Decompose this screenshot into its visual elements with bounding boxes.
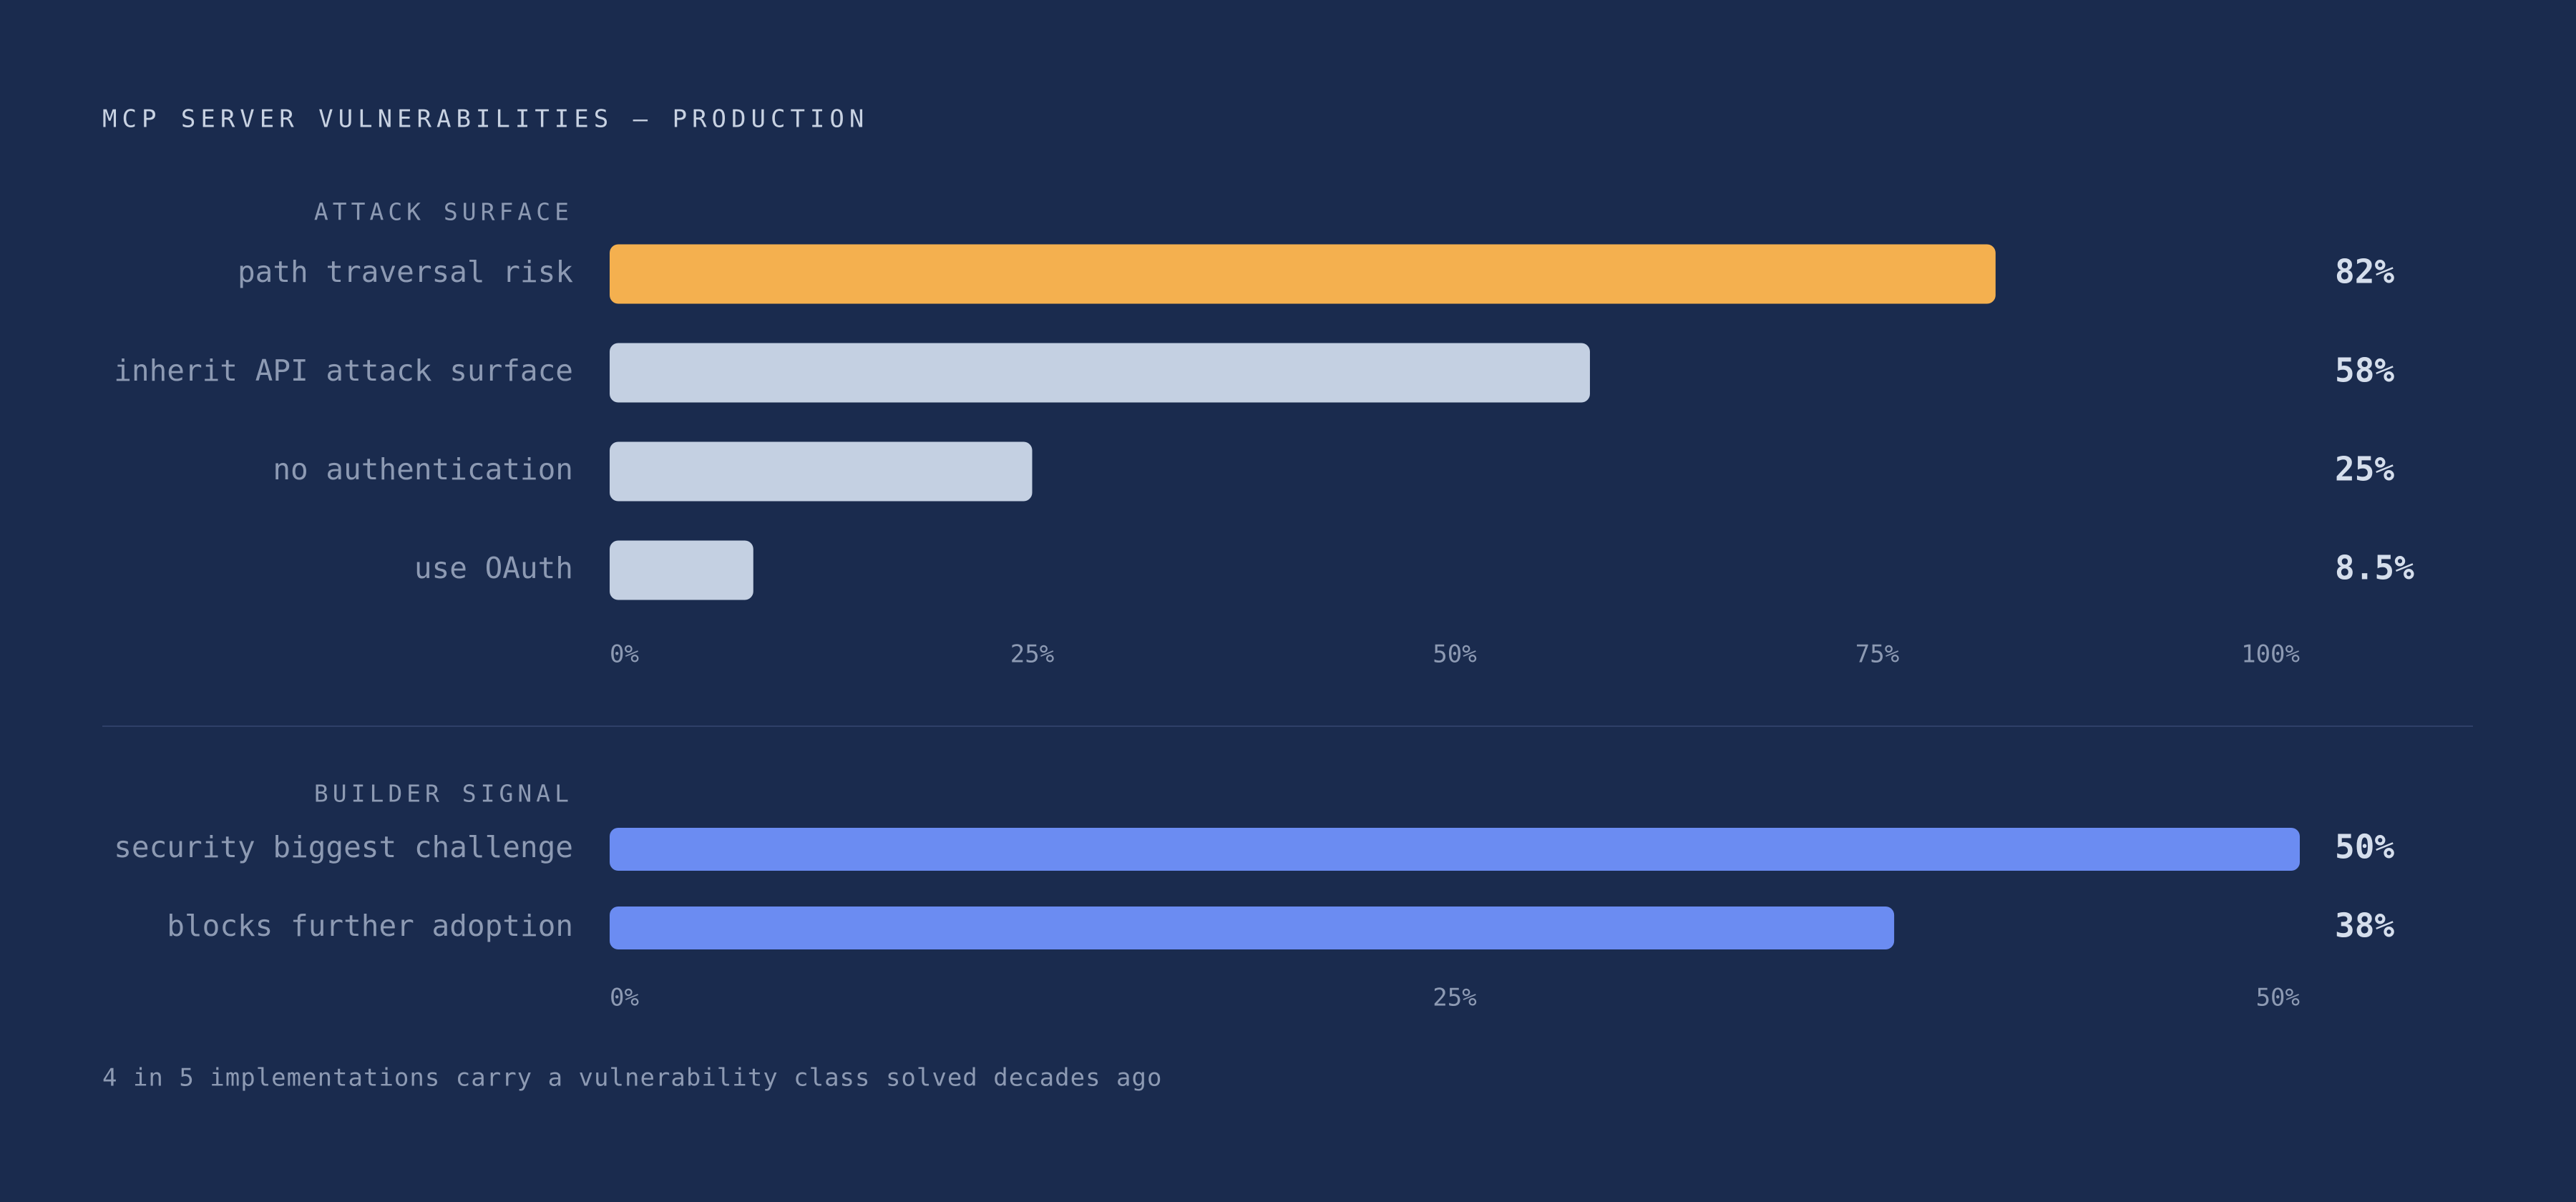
footnote: 4 in 5 implementations carry a vulnerabi… — [102, 1064, 1162, 1093]
bar — [610, 244, 1996, 304]
x-tick-label: 75% — [1855, 640, 1899, 669]
value-label: 38% — [2335, 907, 2394, 945]
category-label: security biggest challenge — [114, 830, 573, 864]
category-label: blocks further adoption — [167, 909, 573, 943]
x-tick-label: 0% — [610, 984, 639, 1012]
value-label: 82% — [2335, 253, 2394, 291]
category-label: use OAuth — [414, 551, 573, 585]
x-tick-label: 50% — [2256, 984, 2300, 1012]
category-label: no authentication — [273, 452, 573, 487]
value-label: 58% — [2335, 351, 2394, 390]
category-label: inherit API attack surface — [114, 353, 573, 388]
x-tick-label: 25% — [1010, 640, 1054, 669]
bar — [610, 441, 1033, 502]
x-tick-label: 50% — [1433, 640, 1476, 669]
page-title: MCP SERVER VULNERABILITIES — PRODUCTION — [102, 105, 869, 134]
category-label: path traversal risk — [238, 255, 573, 289]
section-title: BUILDER SIGNAL — [314, 780, 573, 808]
x-tick-label: 100% — [2241, 640, 2300, 669]
bar — [610, 907, 1895, 949]
x-tick-label: 25% — [1433, 984, 1476, 1012]
bar — [610, 540, 753, 600]
value-label: 8.5% — [2335, 549, 2414, 587]
x-tick-label: 0% — [610, 640, 639, 669]
bar — [610, 828, 2300, 871]
bar — [610, 343, 1590, 403]
value-label: 50% — [2335, 828, 2394, 866]
section-title: ATTACK SURFACE — [314, 198, 573, 226]
value-label: 25% — [2335, 450, 2394, 489]
